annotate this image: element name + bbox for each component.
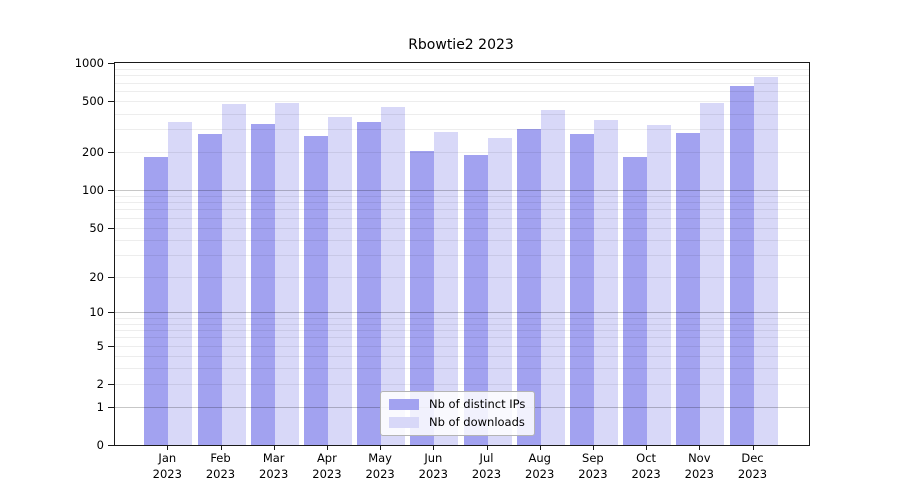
y-tick-200 — [108, 151, 114, 153]
legend-entry-downloads: Nb of downloads — [389, 416, 525, 429]
y-tick-20 — [108, 276, 114, 278]
x-tick-dec — [752, 445, 754, 450]
chart-title: Rbowtie2 2023 — [408, 37, 514, 53]
legend-swatch-distinct-ips — [389, 399, 419, 410]
x-tick-may — [380, 445, 382, 450]
minor-gridline — [115, 68, 809, 70]
x-tick-nov — [699, 445, 701, 450]
x-label-nov: Nov 2023 — [684, 451, 714, 481]
x-label-jul: Jul 2023 — [471, 451, 502, 481]
y-label-1: 1 — [96, 399, 104, 414]
bar-distinct-ips-mar — [250, 123, 275, 445]
x-tick-feb — [220, 445, 222, 450]
y-tick-500 — [108, 101, 114, 103]
x-label-jun: Jun 2023 — [418, 451, 448, 481]
x-label-oct: Oct 2023 — [631, 451, 661, 481]
x-label-may: May 2023 — [365, 451, 395, 481]
y-label-1000: 1000 — [74, 56, 104, 70]
y-label-0: 0 — [96, 438, 104, 452]
y-tick-5 — [108, 345, 114, 347]
x-tick-apr — [326, 445, 328, 450]
minor-gridline — [115, 101, 809, 103]
minor-gridline — [115, 91, 809, 93]
bar-downloads-apr — [327, 117, 352, 445]
bar-distinct-ips-nov — [676, 133, 701, 445]
bar-downloads-dec — [753, 76, 778, 445]
minor-gridline — [115, 82, 809, 84]
x-tick-sep — [592, 445, 594, 450]
x-label-sep: Sep 2023 — [578, 451, 608, 481]
y-label-500: 500 — [82, 94, 104, 109]
legend-entry-distinct-ips: Nb of distinct IPs — [389, 398, 525, 411]
bar-distinct-ips-may — [357, 121, 382, 445]
y-tick-100 — [108, 189, 114, 191]
x-label-mar: Mar 2023 — [259, 451, 289, 481]
bar-downloads-aug — [540, 110, 565, 445]
bar-distinct-ips-dec — [729, 85, 754, 445]
x-tick-jul — [486, 445, 488, 450]
y-label-5: 5 — [96, 338, 104, 353]
y-label-20: 20 — [89, 269, 104, 284]
x-label-dec: Dec 2023 — [737, 451, 768, 481]
minor-gridline — [115, 75, 809, 77]
x-label-feb: Feb 2023 — [205, 451, 236, 481]
bar-downloads-nov — [700, 103, 725, 445]
bar-distinct-ips-oct — [623, 156, 648, 445]
y-tick-50 — [108, 227, 114, 229]
x-label-aug: Aug 2023 — [525, 451, 555, 481]
legend: Nb of distinct IPs Nb of downloads — [380, 391, 536, 436]
bar-downloads-jan — [168, 121, 193, 445]
bar-distinct-ips-jan — [144, 157, 169, 445]
plot-area — [114, 62, 810, 446]
bar-downloads-may — [381, 106, 406, 445]
y-label-200: 200 — [82, 144, 104, 159]
y-tick-1000 — [108, 63, 114, 64]
bar-distinct-ips-apr — [303, 136, 328, 445]
y-label-50: 50 — [89, 220, 104, 235]
bar-distinct-ips-feb — [197, 134, 222, 445]
x-tick-oct — [646, 445, 648, 450]
y-tick-10 — [108, 312, 114, 314]
legend-swatch-downloads — [389, 417, 419, 428]
y-label-2: 2 — [96, 377, 104, 392]
legend-label-downloads: Nb of downloads — [429, 415, 525, 429]
x-label-jan: Jan 2023 — [152, 451, 182, 481]
y-label-10: 10 — [89, 305, 104, 320]
bar-distinct-ips-sep — [569, 134, 594, 445]
y-tick-1 — [108, 406, 114, 408]
x-label-apr: Apr 2023 — [312, 451, 342, 481]
legend-label-distinct-ips: Nb of distinct IPs — [429, 397, 526, 411]
y-tick-0 — [108, 445, 114, 446]
bar-downloads-mar — [274, 103, 299, 445]
bar-downloads-sep — [593, 120, 618, 445]
x-tick-jan — [167, 445, 169, 450]
x-tick-mar — [273, 445, 275, 450]
x-tick-jun — [433, 445, 435, 450]
x-tick-aug — [539, 445, 541, 450]
y-label-100: 100 — [82, 182, 104, 197]
y-tick-2 — [108, 384, 114, 386]
bar-downloads-feb — [221, 103, 246, 445]
bar-downloads-oct — [647, 125, 672, 445]
